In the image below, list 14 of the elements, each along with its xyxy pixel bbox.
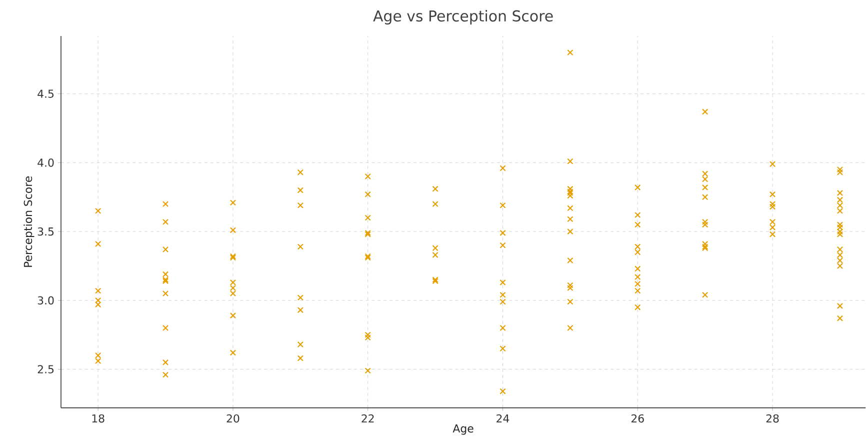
chart-title: Age vs Perception Score: [373, 10, 553, 25]
y-tick-label: 4.0: [38, 158, 54, 167]
y-tick-label: 3.0: [38, 296, 54, 305]
x-axis-title: Age: [452, 424, 474, 435]
x-tick-label: 22: [362, 414, 374, 423]
x-tick-label: 28: [766, 414, 779, 423]
y-tick-label: 4.5: [38, 90, 54, 98]
x-tick-label: 20: [226, 414, 240, 423]
y-tick-label: 3.5: [38, 228, 54, 236]
y-axis-title: Perception Score: [24, 176, 34, 267]
x-tick-label: 24: [496, 414, 510, 423]
x-tick-label: 18: [92, 414, 104, 423]
x-tick-label: 26: [631, 414, 644, 423]
y-tick-label: 2.5: [38, 365, 54, 374]
